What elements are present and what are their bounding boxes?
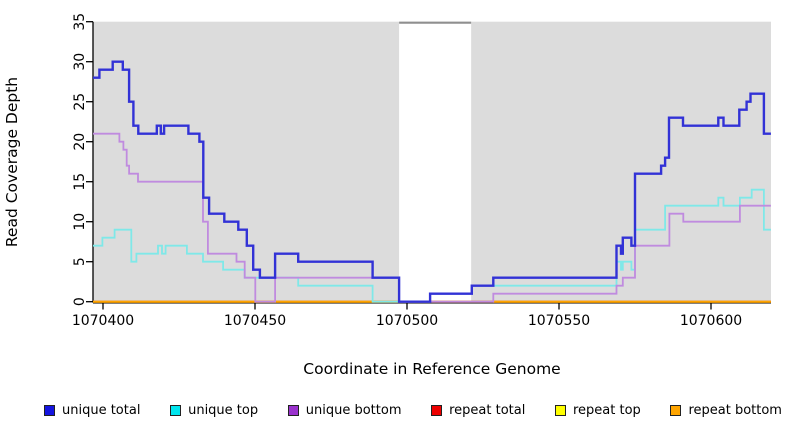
x-tick-label: 1070550 (528, 313, 590, 329)
legend: unique total unique top unique bottom re… (44, 401, 782, 419)
legend-label: unique total (62, 402, 141, 418)
y-axis-title: Read Coverage Depth (3, 77, 21, 247)
masked-region (399, 21, 472, 303)
legend-label: repeat top (573, 402, 641, 418)
x-tick-label: 1070600 (680, 313, 742, 329)
x-axis-title: Coordinate in Reference Genome (303, 360, 560, 378)
y-tick-label: 25 (72, 93, 88, 111)
legend-swatch-unique-top (170, 404, 182, 416)
y-tick-label: 20 (72, 133, 88, 151)
legend-swatch-repeat-bottom (670, 404, 682, 416)
y-tick-label: 30 (72, 53, 88, 71)
x-tick-label: 1070500 (376, 313, 438, 329)
y-tick-label: 35 (72, 13, 88, 31)
legend-swatch-repeat-top (555, 404, 566, 416)
legend-swatch-unique-total (44, 404, 55, 416)
x-tick-label: 1070450 (224, 313, 286, 329)
y-tick-label: 5 (72, 257, 88, 266)
x-tick-label: 1070400 (72, 313, 134, 329)
legend-item-repeat-top: repeat top (555, 403, 641, 418)
legend-label: repeat bottom (688, 402, 782, 418)
y-tick-label: 0 (72, 297, 88, 306)
y-tick-label: 10 (72, 213, 88, 231)
chart-built-layers: 0 5 10 15 20 25 30 35 1070400 1070450 1070500 10705… (72, 13, 771, 329)
y-tick-label: 15 (72, 173, 88, 191)
series-line-unique-bottom (93, 132, 771, 303)
series-line-unique-total (93, 60, 771, 303)
legend-item-repeat-bottom: repeat bottom (670, 403, 782, 418)
legend-label: unique top (188, 402, 259, 418)
legend-item-unique-bottom: unique bottom (287, 402, 402, 418)
legend-label: unique bottom (305, 402, 402, 418)
legend-item-unique-total: unique total (44, 403, 140, 418)
legend-item-unique-top: unique top (170, 403, 258, 418)
legend-swatch-unique-bottom (287, 404, 299, 416)
legend-swatch-repeat-total (431, 404, 443, 416)
legend-item-repeat-total: repeat total (431, 403, 525, 418)
legend-label: repeat total (449, 402, 526, 418)
